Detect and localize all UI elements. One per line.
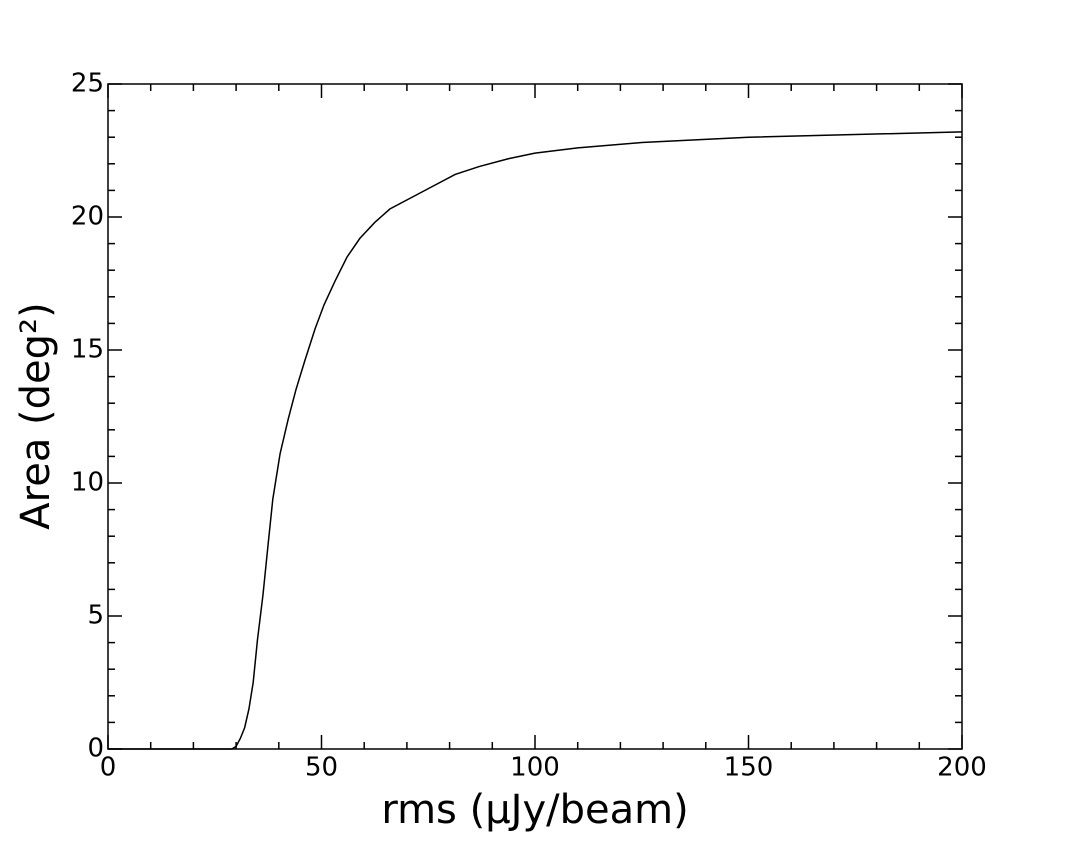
x-tick-label: 200 bbox=[937, 753, 987, 783]
y-tick-label: 15 bbox=[71, 335, 104, 365]
y-tick-label: 5 bbox=[87, 601, 104, 631]
data-line bbox=[108, 131, 963, 750]
x-tick-label: 50 bbox=[305, 753, 338, 783]
x-axis-label: rms (μJy/beam) bbox=[381, 787, 688, 833]
x-tick-label: 100 bbox=[510, 753, 560, 783]
y-tick-label: 20 bbox=[71, 202, 104, 232]
y-tick-label: 10 bbox=[71, 468, 104, 498]
plot-frame bbox=[107, 83, 963, 750]
y-tick-label: 0 bbox=[87, 734, 104, 764]
x-tick-label: 150 bbox=[724, 753, 774, 783]
y-tick-label: 25 bbox=[71, 69, 104, 99]
x-tick-label: 0 bbox=[100, 753, 117, 783]
y-axis-label: Area (deg²) bbox=[13, 302, 59, 529]
